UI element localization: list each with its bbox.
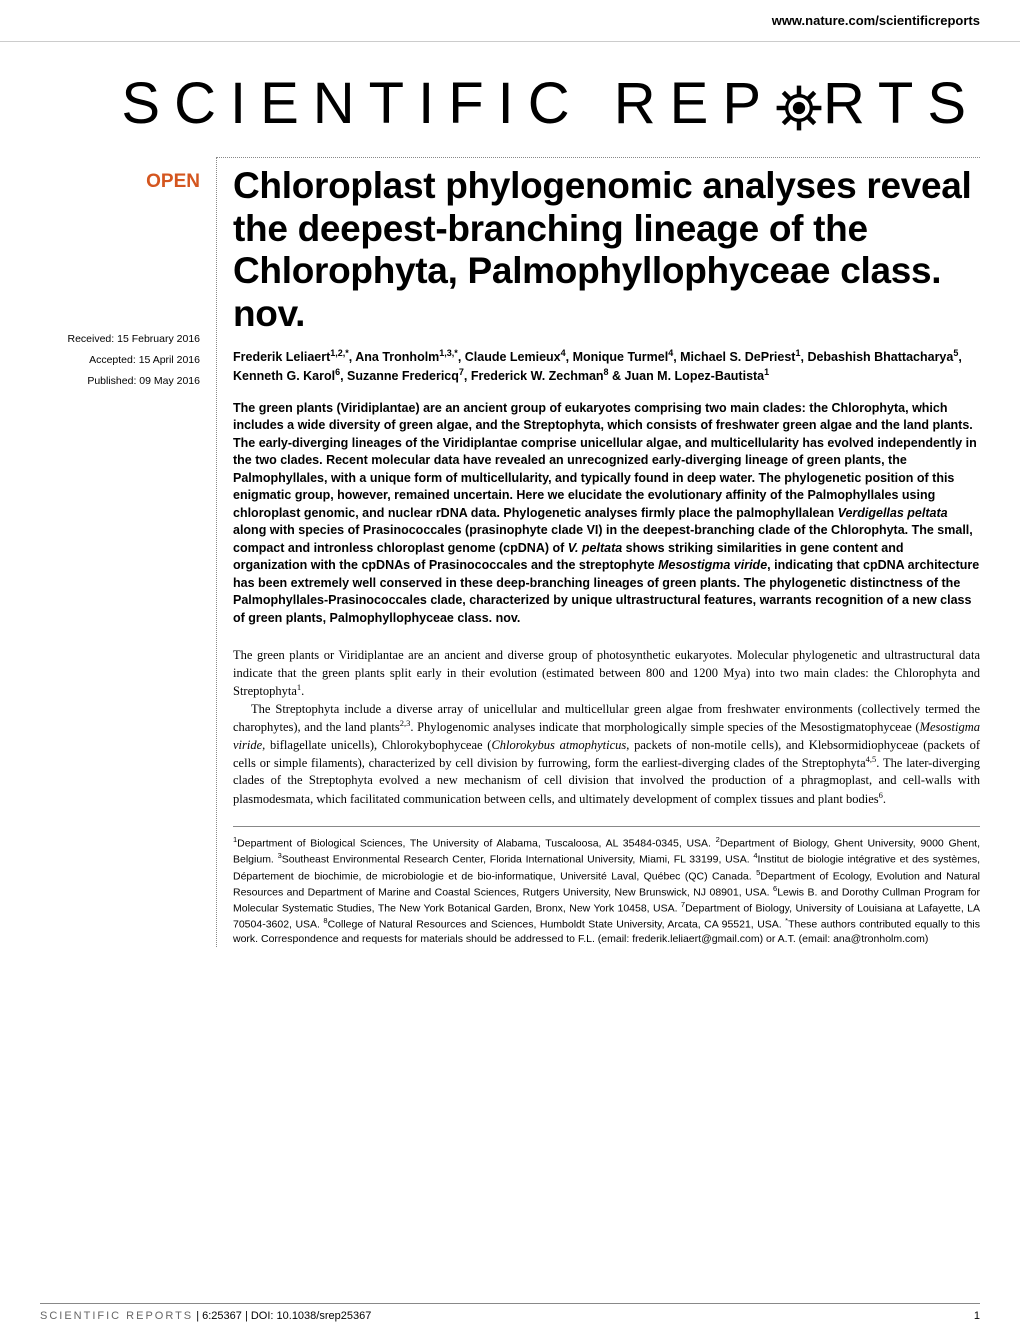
received-date: Received: 15 February 2016 [40, 331, 200, 349]
content-area: OPEN Received: 15 February 2016 Accepted… [0, 157, 1020, 947]
logo-part1: SCIENTIFIC [121, 70, 583, 137]
journal-url[interactable]: www.nature.com/scientificreports [772, 13, 980, 28]
published-date: Published: 09 May 2016 [40, 373, 200, 391]
sidebar: OPEN Received: 15 February 2016 Accepted… [40, 157, 216, 947]
footer: SCIENTIFIC REPORTS | 6:25367 | DOI: 10.1… [40, 1303, 980, 1322]
affiliations: 1Department of Biological Sciences, The … [233, 826, 980, 947]
footer-journal: SCIENTIFIC REPORTS [40, 1310, 193, 1322]
open-badge: OPEN [40, 171, 200, 193]
footer-page: 1 [974, 1310, 980, 1322]
main-content: Chloroplast phylogenomic analyses reveal… [216, 157, 980, 947]
body-paragraph-1: The green plants or Viridiplantae are an… [233, 647, 980, 700]
authors: Frederik Leliaert1,2,*, Ana Tronholm1,3,… [233, 347, 980, 386]
footer-doi: | 6:25367 | DOI: 10.1038/srep25367 [193, 1310, 371, 1322]
dotted-divider [217, 157, 980, 158]
publication-dates: Received: 15 February 2016 Accepted: 15 … [40, 331, 200, 391]
header-bar: www.nature.com/scientificreports [0, 0, 1020, 42]
body-paragraph-2: The Streptophyta include a diverse array… [233, 701, 980, 808]
logo-part3: RTS [823, 70, 980, 137]
accepted-date: Accepted: 15 April 2016 [40, 352, 200, 370]
abstract: The green plants (Viridiplantae) are an … [233, 400, 980, 628]
gear-icon [771, 80, 827, 136]
article-title: Chloroplast phylogenomic analyses reveal… [233, 165, 980, 335]
journal-logo-text: SCIENTIFIC REP [121, 70, 980, 137]
body-text: The green plants or Viridiplantae are an… [233, 647, 980, 808]
footer-citation: SCIENTIFIC REPORTS | 6:25367 | DOI: 10.1… [40, 1310, 371, 1322]
journal-logo: SCIENTIFIC REP [0, 42, 1020, 157]
logo-part2: REP [614, 70, 775, 137]
